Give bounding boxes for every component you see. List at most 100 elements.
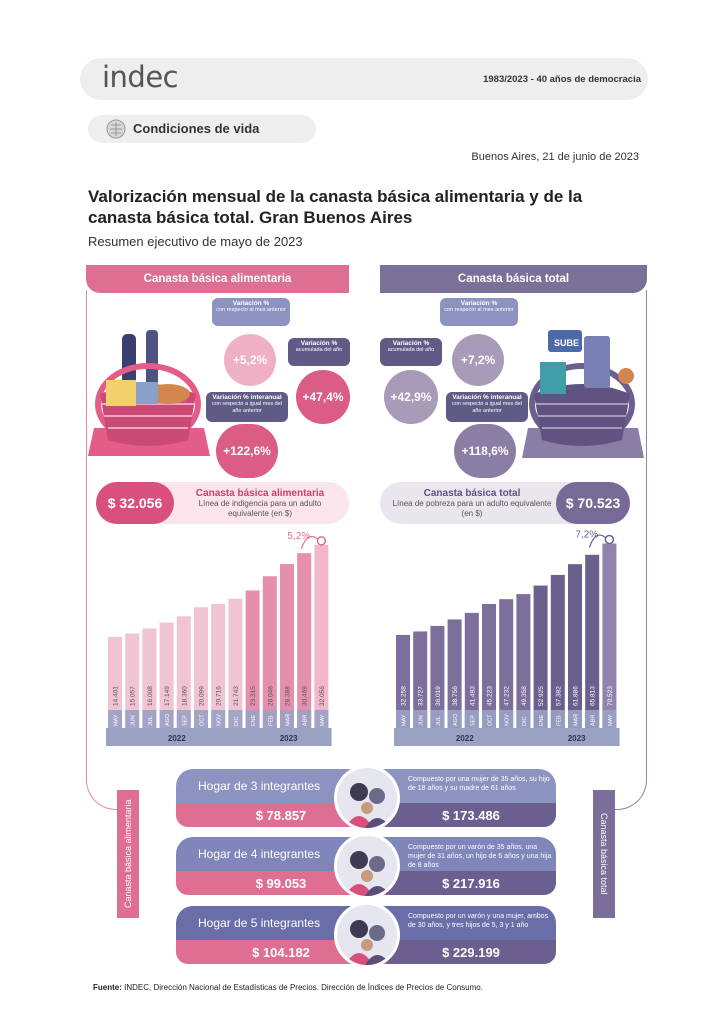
- cbt-last-marker: [604, 534, 615, 545]
- cba-var-mensual-tag: Variación % con respecto al mes anterior: [212, 298, 290, 326]
- cbt-value-label: 38.756: [452, 686, 459, 706]
- cba-bar: [262, 576, 277, 728]
- cbt-value-label: 45.223: [487, 686, 494, 706]
- cbt-bar: [413, 631, 428, 728]
- family-avatar-icon: [334, 765, 400, 831]
- cbt-bar: [533, 585, 548, 728]
- cba-bar: [176, 616, 191, 728]
- cba-value-label: 30.469: [302, 686, 309, 706]
- cba-month-box: [314, 710, 329, 728]
- cba-value-label: 28.388: [285, 686, 292, 706]
- cbt-month-box: [430, 710, 445, 728]
- cba-year-label: 2022: [168, 734, 186, 743]
- cbt-month-box: [447, 710, 462, 728]
- cba-bar: [142, 628, 157, 728]
- cbt-bar: [464, 612, 479, 728]
- cbt-value-label: 41.493: [469, 686, 476, 706]
- cba-month-label: ABR: [303, 715, 309, 726]
- cba-last-variation: 5,2%: [287, 531, 310, 542]
- cba-month-label: OCT: [200, 714, 206, 726]
- cbt-year-label: 2022: [456, 734, 474, 743]
- cba-month-label: MAY: [114, 714, 120, 726]
- cba-month-box: [262, 710, 277, 728]
- cbt-month-label: JUN: [419, 715, 425, 726]
- cba-month-label: AGO: [165, 713, 171, 726]
- cbt-value-label: 47.232: [504, 686, 511, 706]
- side-label-cba: Canasta básica alimentaria: [117, 790, 139, 918]
- cbt-var-acum-value: +42,9%: [384, 370, 438, 424]
- cbt-month-label: AGO: [453, 713, 459, 726]
- cba-value-label: 32.056: [319, 686, 326, 706]
- cba-value-label: 16.008: [147, 686, 154, 706]
- cba-var-interanual-value: +122,6%: [216, 424, 278, 478]
- basket-goods-illustration: SUBE: [522, 330, 644, 458]
- cba-band-text: Canasta básica alimentaria Línea de indi…: [180, 488, 340, 519]
- cba-value-label: 14.401: [113, 686, 120, 706]
- cbt-month-label: NOV: [505, 714, 511, 726]
- cbt-bar: [430, 625, 445, 728]
- cba-value-label: 23.315: [250, 686, 257, 706]
- cbt-month-box: [550, 710, 565, 728]
- cbt-bar: [482, 603, 496, 728]
- cbt-var-mensual-tag: Variación % con respecto al mes anterior: [440, 298, 518, 326]
- cbt-bar: [396, 634, 410, 728]
- cbt-month-box: [499, 710, 514, 728]
- cba-month-label: MAY: [320, 714, 326, 726]
- cba-value-label: 20.099: [199, 686, 206, 706]
- section-label: Condiciones de vida: [133, 121, 260, 136]
- cba-var-interanual-tag: Variación % interanual con respecto a ig…: [206, 392, 288, 422]
- cbt-month-box: [464, 710, 479, 728]
- household-name: Hogar de 5 integrantes: [198, 916, 321, 930]
- cbt-month-box: [413, 710, 428, 728]
- cbt-month-label: MAY: [608, 714, 614, 726]
- cba-month-label: SEP: [182, 715, 188, 726]
- cbt-year-label: 2023: [568, 734, 586, 743]
- cbt-month-label: DIC: [522, 717, 528, 727]
- cbt-value-label: 49.358: [521, 686, 528, 706]
- cbt-month-label: MAR: [574, 714, 580, 726]
- cba-bar: [125, 633, 140, 728]
- cba-month-box: [211, 710, 226, 728]
- cbt-month-label: ABR: [591, 715, 597, 726]
- cbt-last-arrow: [588, 534, 606, 548]
- cba-var-mensual-value: +5,2%: [224, 334, 276, 386]
- cba-month-box: [280, 710, 294, 728]
- cba-value-label: 20.716: [216, 686, 223, 706]
- cba-header: Canasta básica alimentaria: [86, 265, 349, 293]
- cbt-bar: [585, 554, 600, 728]
- cba-value-label: 15.057: [130, 686, 137, 706]
- cbt-month-label: ENE: [539, 714, 545, 726]
- cbt-bar: [568, 564, 582, 728]
- household-desc: Compuesto por una mujer de 35 años, su h…: [408, 776, 550, 792]
- cbt-band-title: Canasta básica total: [423, 488, 521, 499]
- cba-bar: [108, 636, 122, 728]
- household-cbt-value: $ 229.199: [386, 940, 556, 964]
- cbt-value-label: 65.813: [590, 686, 597, 706]
- cba-band-title: Canasta básica alimentaria: [195, 488, 325, 499]
- cba-month-box: [297, 710, 312, 728]
- household-desc: Compuesto por un varón de 35 años, una m…: [408, 844, 552, 869]
- household-name: Hogar de 4 integrantes: [198, 847, 321, 861]
- footer-source: Fuente: INDEC, Dirección Nacional de Est…: [93, 983, 483, 992]
- cbt-month-box: [396, 710, 410, 728]
- cba-bar: [280, 564, 294, 728]
- cbt-value-label: 36.019: [435, 686, 442, 706]
- cba-axis-band: [106, 728, 332, 746]
- cba-bar-chart: 2022 2023 MAY 14.401 JUN 15.057 JUL 16.008 AGO 17…: [106, 531, 332, 746]
- cbt-value-label: 52.925: [538, 686, 545, 706]
- cbt-var-interanual-value: +118,6%: [454, 424, 516, 478]
- globe-icon: [106, 119, 126, 139]
- family-avatar-icon: [334, 833, 400, 899]
- cba-var-acum-value: +47,4%: [296, 370, 350, 424]
- cba-band-subtitle: Línea de indigencia para un adulto equiv…: [198, 499, 322, 518]
- cba-value-label: 18.360: [181, 686, 188, 706]
- footer-source-label: Fuente:: [93, 983, 122, 992]
- indec-logo[interactable]: indec: [102, 60, 179, 94]
- cbt-month-label: JUL: [436, 716, 442, 726]
- basket-food-illustration: [88, 330, 210, 456]
- cbt-var-interanual-tag: Variación % interanual con respecto a ig…: [446, 392, 528, 422]
- header-bar: [80, 58, 648, 100]
- cbt-month-box: [482, 710, 496, 728]
- cbt-price: $ 70.523: [556, 482, 630, 524]
- cbt-value-label: 57.382: [555, 686, 562, 706]
